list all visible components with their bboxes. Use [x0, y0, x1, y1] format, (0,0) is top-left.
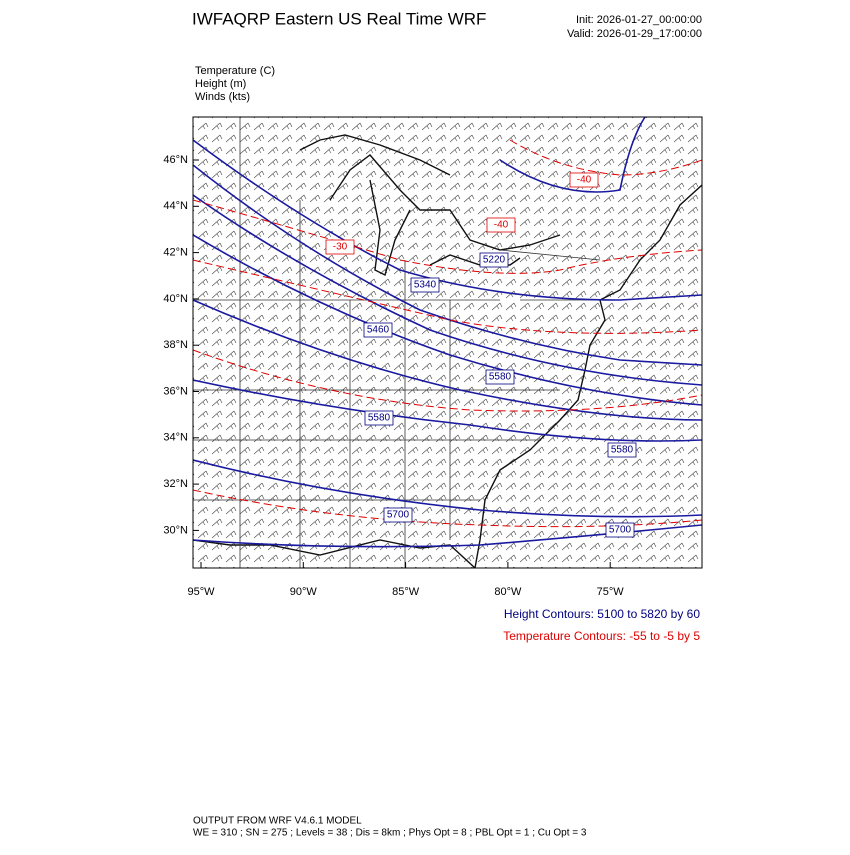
state-borders: [193, 117, 601, 568]
contour-label-box: [410, 277, 440, 293]
lon-label: 90°W: [290, 586, 318, 598]
lat-label: 42°N: [163, 247, 188, 259]
footer-line: OUTPUT FROM WRF V4.6.1 MODEL: [193, 816, 362, 827]
contour-label-box: [383, 507, 413, 523]
contour-label-box: [485, 369, 515, 385]
lon-label: 95°W: [187, 586, 215, 598]
contour-label: -40: [577, 175, 592, 186]
field-legend: Temperature (C)Height (m)Winds (kts): [195, 65, 275, 103]
contour-label: 5580: [489, 372, 512, 383]
lat-label: 36°N: [163, 385, 188, 397]
lat-label: 40°N: [163, 293, 188, 305]
lat-label: 38°N: [163, 339, 188, 351]
valid-time: Valid: 2026-01-29_17:00:00: [567, 28, 702, 40]
temperature-contour-info: Temperature Contours: -55 to -5 by 5: [503, 629, 700, 643]
contour-label-box: [364, 410, 394, 426]
wind-barbs: [193, 117, 702, 568]
contour-label-box: [363, 322, 393, 338]
lat-label: 44°N: [163, 200, 188, 212]
lon-label: 80°W: [494, 586, 522, 598]
height-contours: [193, 117, 702, 548]
legend-item: Winds (kts): [195, 91, 250, 103]
contour-label: 5700: [609, 525, 632, 536]
contour-label-box: [569, 172, 599, 188]
legend-item: Height (m): [195, 78, 246, 90]
contour-label: 5580: [611, 445, 634, 456]
lat-label: 30°N: [163, 524, 188, 536]
contour-label: 5700: [387, 510, 410, 521]
footer-line: WE = 310 ; SN = 275 ; Levels = 38 ; Dis …: [193, 828, 587, 839]
lat-label: 32°N: [163, 478, 188, 490]
contour-label-box: [325, 239, 355, 255]
contour-label-box: [607, 442, 637, 458]
lon-label: 75°W: [597, 586, 625, 598]
init-time: Init: 2026-01-27_00:00:00: [576, 14, 702, 26]
lon-label: 85°W: [392, 586, 420, 598]
contour-label: 5460: [367, 325, 390, 336]
height-contour-info: Height Contours: 5100 to 5820 by 60: [504, 607, 700, 621]
contour-label: 5580: [368, 413, 391, 424]
contour-label: 5220: [483, 255, 506, 266]
title: IWFAQRP Eastern US Real Time WRF: [192, 9, 486, 28]
map: -40 -40 -30 5220 5340 5460 5580 5580 5580 5700 570…: [193, 117, 702, 568]
contour-label: -30: [333, 242, 348, 253]
contour-label: -40: [494, 220, 509, 231]
contour-label: 5340: [414, 280, 437, 291]
legend-item: Temperature (C): [195, 65, 275, 77]
contour-label-box: [479, 252, 509, 268]
lat-label: 46°N: [163, 154, 188, 166]
map-frame: [192, 116, 703, 569]
contour-label-box: [605, 522, 635, 538]
contour-label-box: [486, 217, 516, 233]
lat-label: 34°N: [163, 432, 188, 444]
